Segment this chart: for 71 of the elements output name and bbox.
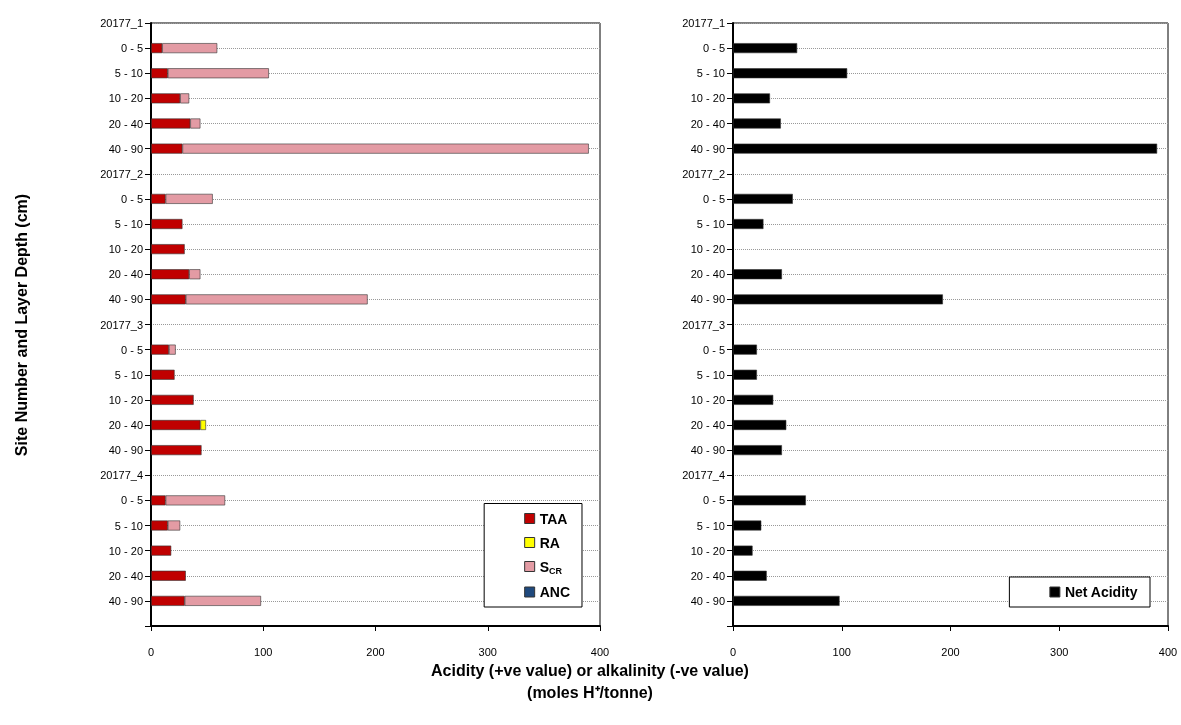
x-tick-label: 100	[254, 645, 273, 658]
y-tick-label: 0 - 5	[702, 42, 725, 55]
x-tick-label: 0	[729, 645, 737, 658]
y-axis-title: Site Number and Layer Depth (cm)	[13, 193, 31, 457]
bar	[151, 445, 202, 456]
y-tick-label: 40 - 90	[690, 293, 725, 306]
legend-label: RA	[539, 534, 560, 551]
y-tick-label: 20177_2	[100, 167, 143, 180]
y-tick-label: 20177_2	[682, 167, 725, 180]
y-tick-label: 0 - 5	[702, 343, 725, 356]
y-tick-label: 40 - 90	[690, 142, 725, 155]
bar	[151, 369, 175, 380]
y-tick-label: 40 - 90	[108, 293, 143, 306]
y-tick-label: 0 - 5	[702, 192, 725, 205]
bar	[151, 570, 186, 581]
y-tick-label: 20 - 40	[690, 569, 725, 582]
y-tick-label: 20 - 40	[690, 419, 725, 431]
y-tick-label: 10 - 20	[690, 243, 725, 256]
y-tick-label: 5 - 10	[696, 218, 725, 230]
x-tick-label: 400	[1158, 645, 1178, 658]
y-tick-label: 20177_1	[682, 17, 725, 29]
x-tick-label: 400	[590, 645, 610, 658]
y-tick-label: 10 - 20	[108, 544, 143, 557]
legend-label: Net Acidity	[1064, 584, 1138, 600]
y-tick-label: 20 - 40	[108, 419, 143, 431]
y-tick-label: 5 - 10	[696, 368, 725, 381]
y-tick-label: 20177_4	[682, 469, 725, 482]
y-tick-label: 5 - 10	[114, 519, 143, 532]
y-tick-label: 40 - 90	[690, 444, 725, 457]
y-tick-label: 5 - 10	[114, 67, 143, 80]
x-tick-label: 300	[1050, 645, 1069, 658]
bar	[151, 545, 172, 556]
x-tick-label: 200	[366, 645, 385, 658]
legend-label: ANC	[539, 584, 571, 600]
y-tick-label: 0 - 5	[120, 494, 143, 507]
y-tick-label: 20 - 40	[108, 117, 143, 130]
y-tick-label: 20177_3	[100, 318, 143, 331]
x-tick-label: 0	[147, 645, 155, 658]
y-tick-label: 10 - 20	[108, 92, 143, 105]
bar	[151, 244, 185, 255]
y-tick-label: 10 - 20	[690, 544, 725, 557]
y-tick-label: 5 - 10	[696, 519, 725, 532]
y-tick-label: 0 - 5	[120, 42, 143, 55]
y-tick-label: 0 - 5	[120, 192, 143, 205]
y-tick-label: 10 - 20	[690, 393, 725, 406]
x-axis-title: Acidity (+ve value) or alkalinity (-ve value) (moles H⁺/tonne)	[431, 661, 749, 703]
y-tick-label: 20177_1	[100, 17, 143, 29]
y-tick-label: 20 - 40	[108, 569, 143, 582]
y-tick-label: 40 - 90	[108, 444, 143, 457]
y-tick-label: 20177_3	[682, 318, 725, 331]
y-tick-label: 10 - 20	[690, 92, 725, 105]
y-tick-label: 10 - 20	[108, 243, 143, 256]
y-tick-label: 5 - 10	[114, 368, 143, 381]
y-tick-label: 5 - 10	[114, 218, 143, 230]
y-tick-label: 40 - 90	[108, 142, 143, 155]
y-tick-label: 20 - 40	[690, 268, 725, 281]
x-tick-label: 200	[941, 645, 960, 658]
x-tick-label: 100	[832, 645, 851, 658]
bar	[151, 219, 183, 229]
x-tick-label: 300	[478, 645, 497, 658]
y-tick-label: 5 - 10	[696, 67, 725, 80]
y-tick-label: 0 - 5	[120, 343, 143, 356]
legend-label: TAA	[539, 510, 568, 527]
y-tick-label: 40 - 90	[690, 594, 725, 607]
y-tick-label: 20177_4	[100, 469, 143, 482]
y-tick-label: 20 - 40	[108, 268, 143, 281]
y-tick-label: 20 - 40	[690, 117, 725, 130]
y-tick-label: 0 - 5	[702, 494, 725, 507]
bar	[151, 394, 194, 405]
y-tick-label: 10 - 20	[108, 393, 143, 406]
y-tick-label: 40 - 90	[108, 594, 143, 607]
